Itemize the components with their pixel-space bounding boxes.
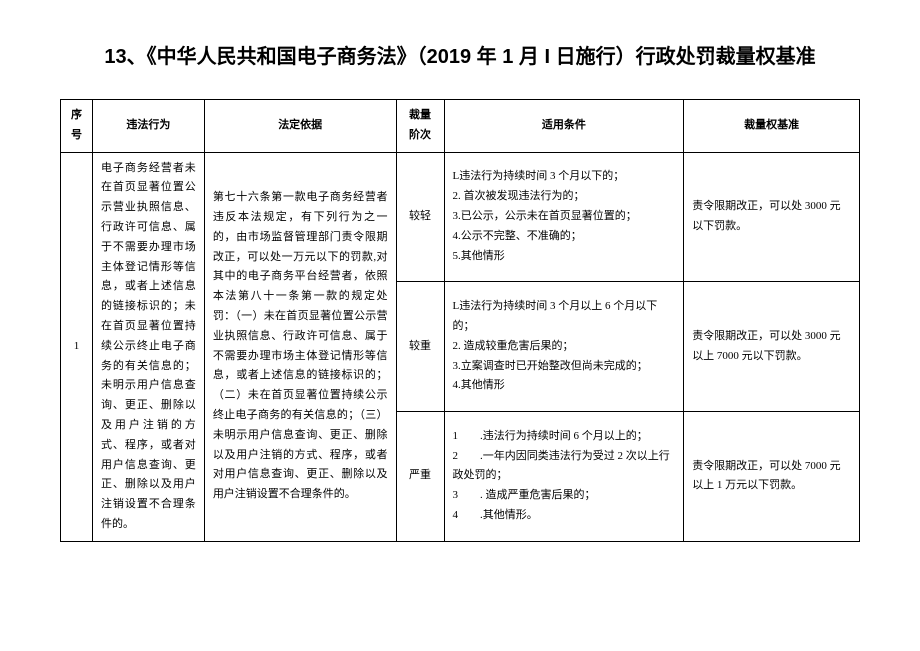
cell-condition-heavy: L违法行为持续时间 3 个月以上 6 个月以下的； 2. 造成较重危害后果的； … [444,282,684,412]
cell-behavior: 电子商务经营者未在首页显著位置公示营业执照信息、行政许可信息、属于不需要办理市场… [92,152,204,541]
header-standard: 裁量权基准 [684,100,860,153]
cell-basis: 第七十六条第一款电子商务经营者违反本法规定，有下列行为之一的，由市场监督管理部门… [204,152,396,541]
cell-level-heavy: 较重 [396,282,444,412]
cell-condition-light: L违法行为持续时间 3 个月以下的； 2. 首次被发现违法行为的； 3.已公示，… [444,152,684,282]
cell-level-light: 较轻 [396,152,444,282]
header-level: 裁量阶次 [396,100,444,153]
cell-level-severe: 严重 [396,412,444,542]
cell-num: 1 [61,152,93,541]
header-basis: 法定依据 [204,100,396,153]
penalty-table: 序号 违法行为 法定依据 裁量阶次 适用条件 裁量权基准 1 电子商务经营者未在… [60,99,860,542]
cell-condition-severe: 1 .违法行为持续时间 6 个月以上的； 2 .一年内因同类违法行为受过 2 次… [444,412,684,542]
cell-standard-severe: 责令限期改正，可以处 7000 元以上 1 万元以下罚款。 [684,412,860,542]
header-num: 序号 [61,100,93,153]
header-behavior: 违法行为 [92,100,204,153]
cell-standard-light: 责令限期改正，可以处 3000 元以下罚款。 [684,152,860,282]
header-condition: 适用条件 [444,100,684,153]
cell-standard-heavy: 责令限期改正，可以处 3000 元以上 7000 元以下罚款。 [684,282,860,412]
table-row: 1 电子商务经营者未在首页显著位置公示营业执照信息、行政许可信息、属于不需要办理… [61,152,860,282]
table-header-row: 序号 违法行为 法定依据 裁量阶次 适用条件 裁量权基准 [61,100,860,153]
page-title: 13、《中华人民共和国电子商务法》（2019 年 1 月 I 日施行）行政处罚裁… [60,40,860,69]
